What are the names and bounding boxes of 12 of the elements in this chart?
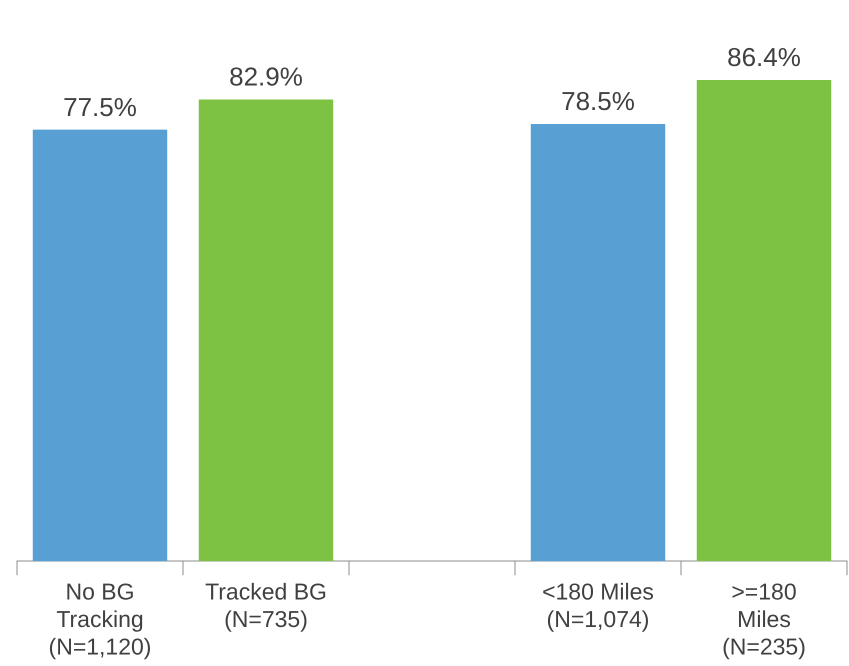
bar <box>696 80 832 562</box>
x-tick-label: No BG Tracking (N=1,120) <box>48 578 152 660</box>
data-label: 82.9% <box>229 62 303 92</box>
x-tick-label: >=180 Miles (N=235) <box>722 578 806 660</box>
data-label: 77.5% <box>63 92 137 122</box>
x-tick-label: Tracked BG (N=735) <box>205 578 327 632</box>
data-label: 78.5% <box>561 86 635 116</box>
bar <box>198 100 334 562</box>
data-label: 86.4% <box>727 42 801 72</box>
bar <box>530 124 666 562</box>
x-tick-label: <180 Miles (N=1,074) <box>542 578 654 632</box>
bar <box>32 130 168 562</box>
